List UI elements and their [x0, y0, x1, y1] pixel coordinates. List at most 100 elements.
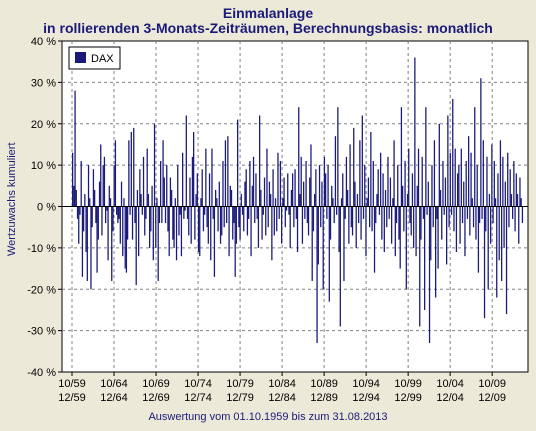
bar	[211, 148, 213, 207]
bar	[188, 206, 190, 236]
bar	[272, 169, 274, 207]
bar	[75, 189, 77, 207]
bar	[207, 206, 209, 244]
bar	[496, 206, 498, 298]
bar	[182, 152, 184, 207]
chart-subtitle: in rollierenden 3-Monats-Zeiträumen, Ber…	[43, 20, 493, 36]
bar	[216, 198, 218, 207]
bar	[142, 156, 145, 207]
bar	[486, 156, 488, 207]
x-tick-label-top: 10/59	[58, 378, 86, 390]
bar	[311, 206, 313, 281]
bar	[362, 206, 365, 219]
bar	[248, 206, 250, 219]
bar	[458, 165, 460, 207]
bar	[463, 181, 465, 207]
bar	[474, 107, 476, 207]
bar	[124, 206, 126, 269]
bar	[400, 107, 403, 207]
bar	[464, 206, 466, 257]
bar	[222, 160, 224, 207]
bar	[119, 206, 121, 244]
bar	[393, 140, 395, 207]
bar	[172, 206, 174, 240]
x-tick-label-top: 10/89	[310, 378, 338, 390]
bar	[189, 177, 191, 207]
bar	[487, 206, 489, 290]
bar	[279, 160, 282, 207]
bar	[109, 198, 112, 207]
bar	[199, 206, 201, 257]
bar	[348, 206, 350, 244]
bar	[332, 198, 334, 207]
bar	[228, 206, 230, 257]
bar	[509, 169, 511, 207]
bar	[233, 206, 235, 224]
bar	[128, 140, 130, 207]
bar	[355, 206, 357, 248]
bar	[377, 169, 379, 207]
bar	[167, 206, 169, 232]
bar	[171, 189, 173, 207]
bar	[323, 156, 326, 207]
bar	[260, 189, 262, 207]
y-tick-label: 0 %	[37, 202, 56, 214]
bar	[345, 156, 348, 207]
bar	[469, 206, 471, 236]
bar	[193, 132, 195, 207]
bar	[107, 206, 109, 261]
bar	[169, 177, 172, 207]
bar	[152, 206, 154, 261]
bar	[406, 194, 409, 207]
bar	[145, 206, 147, 219]
bar	[414, 57, 416, 207]
bar	[312, 206, 315, 232]
bar	[513, 160, 515, 207]
bar	[359, 140, 361, 207]
bar	[315, 169, 317, 207]
bar	[333, 206, 335, 224]
bar	[514, 206, 516, 232]
bar	[129, 206, 131, 215]
bar	[72, 152, 74, 207]
bar	[447, 115, 449, 207]
bar	[443, 206, 445, 215]
bar	[81, 206, 84, 277]
bar	[191, 156, 194, 207]
bar	[116, 206, 118, 215]
bar	[276, 206, 278, 232]
bar	[372, 160, 374, 207]
bar	[344, 206, 346, 219]
bar	[512, 206, 514, 219]
bar	[195, 194, 197, 207]
bar	[273, 206, 275, 236]
bar	[175, 206, 178, 261]
bar	[358, 206, 360, 224]
x-tick-label-top: 10/04	[436, 378, 464, 390]
bar	[235, 206, 238, 244]
bar	[91, 206, 93, 228]
bar	[367, 177, 370, 207]
bar	[460, 148, 462, 207]
bar	[356, 194, 359, 207]
bar	[340, 198, 343, 207]
bar	[163, 177, 165, 207]
bar	[156, 198, 158, 207]
bar	[417, 148, 420, 207]
bar	[134, 206, 136, 224]
bar	[369, 206, 371, 228]
bar	[305, 160, 307, 207]
bar	[155, 206, 157, 248]
bar	[446, 206, 448, 265]
y-tick-label: 10 %	[31, 160, 56, 172]
bar	[210, 206, 212, 261]
bar	[441, 206, 443, 240]
bar	[459, 206, 461, 244]
bar	[339, 206, 341, 327]
bar	[424, 206, 426, 310]
x-tick-label-bottom: 12/04	[436, 392, 464, 404]
bar	[108, 185, 110, 207]
bar	[309, 177, 311, 207]
bar	[370, 132, 372, 207]
